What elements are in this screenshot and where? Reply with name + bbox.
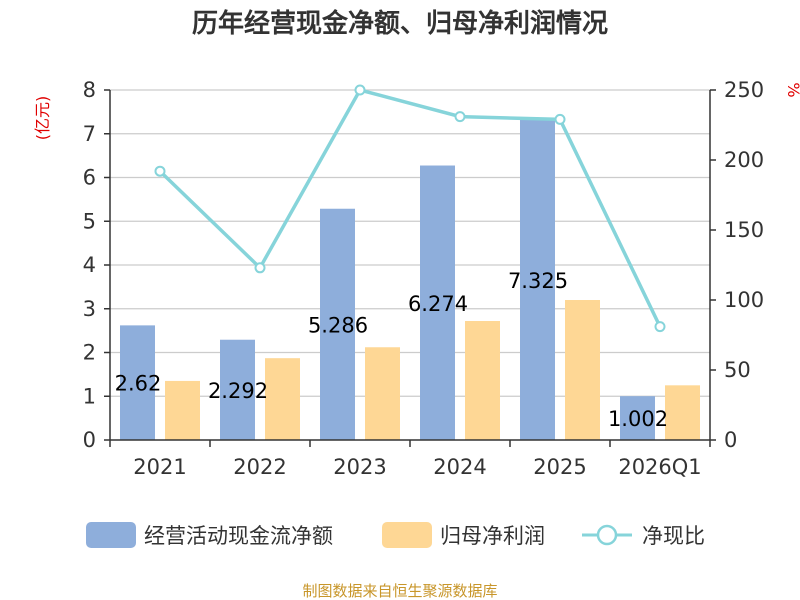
x-tick-label: 2022: [233, 455, 286, 479]
right-tick-label: 100: [724, 288, 764, 312]
bar-profit: [665, 385, 700, 440]
bar-cashflow: [420, 165, 455, 440]
source-note: 制图数据来自恒生聚源数据库: [302, 582, 497, 600]
legend-swatch-ratio-marker: [596, 524, 618, 546]
bar-profit: [165, 380, 200, 440]
left-tick-label: 2: [83, 341, 96, 365]
bar-cashflow: [120, 325, 155, 440]
bars: [120, 119, 700, 440]
bar-cashflow: [520, 119, 555, 440]
ratio-point: [554, 113, 566, 125]
left-tick-label: 1: [83, 384, 96, 408]
x-tick-label: 2025: [533, 455, 586, 479]
data-label-cashflow: 1.002: [608, 407, 668, 431]
right-tick-label: 200: [724, 148, 764, 172]
data-label-cashflow: 7.325: [508, 269, 568, 293]
left-tick-label: 8: [83, 78, 96, 102]
data-label-cashflow: 6.274: [408, 292, 468, 316]
left-tick-label: 6: [83, 166, 96, 190]
bar-profit: [265, 358, 300, 440]
ratio-point: [154, 165, 166, 177]
legend-swatch-cashflow: [86, 522, 136, 548]
x-tick-label: 2023: [333, 455, 386, 479]
legend-label-ratio: 净现比: [642, 524, 705, 548]
right-tick-label: 150: [724, 218, 764, 242]
legend-item-profit[interactable]: 归母净利润: [382, 522, 545, 548]
right-tick-label: 50: [724, 358, 751, 382]
right-tick-label: 0: [724, 428, 737, 452]
legend-swatch-profit: [382, 522, 432, 548]
bar-cashflow: [320, 208, 355, 440]
ratio-line: [154, 84, 666, 333]
ratio-point: [354, 84, 366, 96]
legend-label-cashflow: 经营活动现金流净额: [144, 524, 333, 548]
bar-cashflow: [620, 396, 655, 440]
x-tick-label: 2021: [133, 455, 186, 479]
bar-profit: [565, 300, 600, 440]
legend-label-profit: 归母净利润: [440, 524, 545, 548]
x-tick-label: 2024: [433, 455, 486, 479]
legend-item-ratio[interactable]: 净现比: [582, 524, 705, 548]
ratio-point: [254, 262, 266, 274]
chart-title: 历年经营现金净额、归母净利润情况: [192, 8, 608, 39]
left-tick-label: 7: [83, 122, 96, 146]
left-axis-unit: (亿元): [33, 96, 52, 141]
data-labels: 2.62 2.292 5.286 6.274 7.325 1.002: [115, 269, 668, 431]
ratio-line-path: [158, 87, 662, 328]
axes: 0 1 2 3 4 5 6 7 8 0 50 100 150 200 250 2021 2022 2023 2024…: [83, 78, 764, 479]
left-tick-label: 3: [83, 297, 96, 321]
legend: 经营活动现金流净额 归母净利润 净现比: [86, 522, 705, 548]
legend-item-cashflow[interactable]: 经营活动现金流净额: [86, 522, 333, 548]
left-tick-label: 0: [83, 428, 96, 452]
bar-profit: [365, 347, 400, 440]
bar-cashflow: [220, 339, 255, 440]
right-tick-label: 250: [724, 78, 764, 102]
ratio-point: [654, 321, 666, 333]
left-tick-label: 5: [83, 209, 96, 233]
data-label-cashflow: 5.286: [308, 313, 368, 337]
x-tick-label: 2026Q1: [618, 455, 701, 479]
ratio-point: [454, 111, 466, 123]
data-label-cashflow: 2.292: [208, 379, 268, 403]
data-label-cashflow: 2.62: [115, 372, 162, 396]
right-axis-unit: %: [784, 82, 800, 97]
left-tick-label: 4: [83, 253, 96, 277]
bar-profit: [465, 321, 500, 440]
